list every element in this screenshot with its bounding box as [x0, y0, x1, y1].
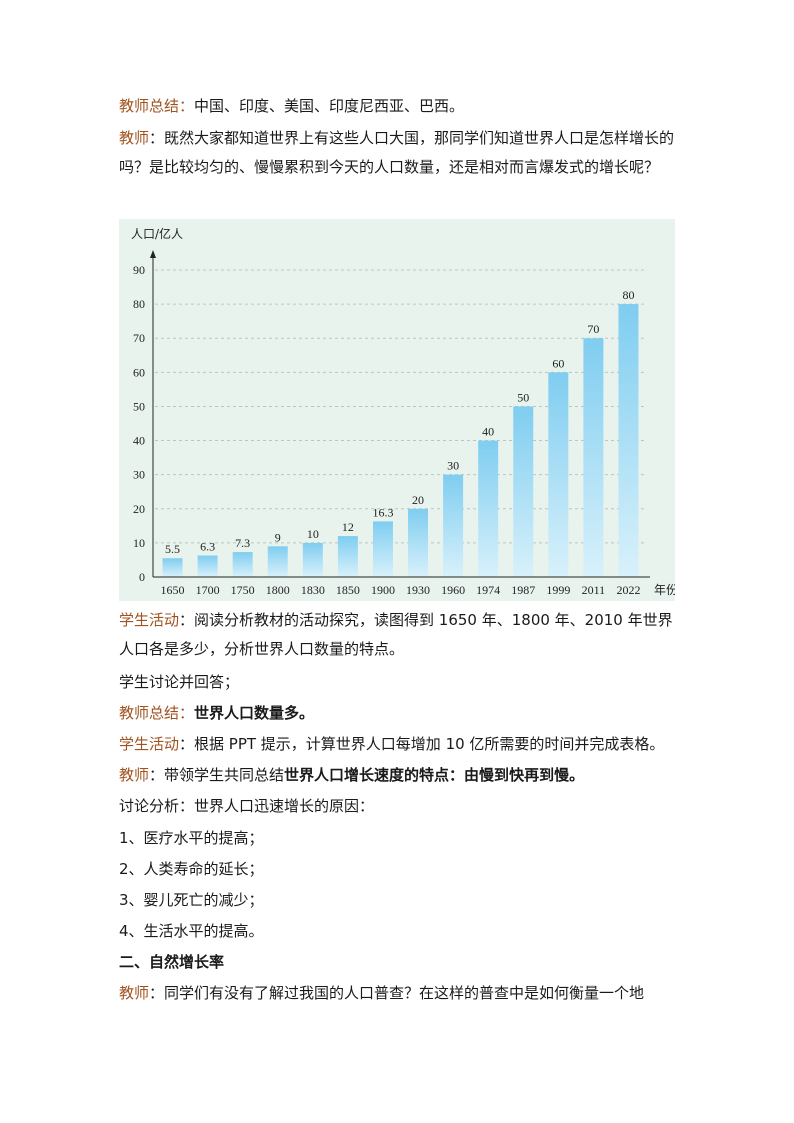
- data-label: 10: [307, 527, 319, 541]
- y-tick-label: 50: [133, 399, 145, 413]
- data-label: 5.5: [165, 542, 180, 556]
- x-tick-label: 2011: [582, 583, 606, 597]
- teacher-summary-population-large: 教师总结：世界人口数量多。: [119, 699, 679, 728]
- reason-text: 4、生活水平的提高。: [119, 922, 264, 940]
- paragraph-text: 中国、印度、美国、印度尼西亚、巴西。: [194, 97, 465, 115]
- bold-term: 世界人口增长速度的特点: [284, 766, 450, 784]
- bar: [302, 542, 323, 577]
- bar: [162, 558, 183, 577]
- bar: [232, 552, 253, 577]
- data-label: 40: [482, 425, 494, 439]
- y-tick-label: 0: [139, 570, 145, 584]
- bar: [513, 406, 534, 577]
- paragraph-text: ：带领学生共同总结: [149, 766, 285, 784]
- paragraph-text: ：同学们有没有了解过我国的人口普查？在这样的普查中是如何衡量一个地: [149, 984, 645, 1002]
- paragraph-text: 学生讨论并回答；: [119, 673, 240, 691]
- reason-text: 3、婴儿死亡的减少；: [119, 891, 264, 909]
- x-axis-label: 年份: [654, 583, 675, 597]
- reason-item: 3、婴儿死亡的减少；: [119, 886, 679, 915]
- data-label: 9: [275, 530, 281, 544]
- section-heading: 二、自然增长率: [119, 953, 225, 971]
- discussion-analysis: 讨论分析：世界人口迅速增长的原因：: [119, 792, 679, 821]
- data-label: 20: [412, 493, 424, 507]
- y-tick-label: 60: [133, 365, 145, 379]
- speaker-label: 教师: [119, 984, 150, 1002]
- gridlines: [155, 269, 646, 544]
- bar: [197, 555, 218, 577]
- population-bar-chart: 5.5 6.3 7.3 9 10 12 16.3 20 30 40 50 60 70 80 0 10 20 30…: [131, 226, 675, 597]
- y-axis-arrow: [150, 250, 156, 258]
- teacher-growth-speed: 教师：带领学生共同总结世界人口增长速度的特点：由慢到快再到慢。: [119, 761, 679, 790]
- bar: [443, 474, 464, 577]
- data-label: 70: [587, 322, 599, 336]
- data-label: 12: [342, 520, 354, 534]
- teacher-summary-countries: 教师总结：中国、印度、美国、印度尼西亚、巴西。: [119, 92, 679, 121]
- student-activity-ppt: 学生活动：根据 PPT 提示，计算世界人口每增加 10 亿所需要的时间并完成表格…: [119, 730, 679, 759]
- bar: [337, 536, 358, 577]
- y-tick-label: 10: [133, 536, 145, 550]
- bold-term: 快再到慢。: [509, 766, 585, 784]
- data-label: 80: [622, 288, 634, 302]
- speaker-label: 教师总结：: [119, 97, 195, 115]
- paragraph-text: ：由慢到: [449, 766, 510, 784]
- reason-item: 1、医疗水平的提高；: [119, 824, 679, 853]
- bar: [548, 372, 569, 577]
- y-tick-label: 20: [133, 502, 145, 516]
- bar: [408, 508, 429, 577]
- bars: [162, 304, 639, 577]
- y-tick-label: 70: [133, 331, 145, 345]
- paragraph-text: ：根据 PPT 提示，计算世界人口每增加 10 亿所需要的时间并完成表格。: [179, 735, 665, 753]
- data-label: 16.3: [372, 505, 393, 519]
- data-label: 50: [517, 390, 529, 404]
- bar: [583, 338, 604, 577]
- x-tick-label: 2022: [616, 583, 640, 597]
- x-tick-label: 1830: [301, 583, 325, 597]
- x-tick-label: 1974: [476, 583, 500, 597]
- speaker-label: 教师: [119, 766, 150, 784]
- axes: 0 10 20 30 40 50 60 70 80 90 1650 1700 1750 1800 1830 1…: [131, 226, 675, 597]
- student-discussion: 学生讨论并回答；: [119, 668, 679, 697]
- bar: [618, 304, 639, 577]
- speaker-label: 教师: [119, 129, 150, 147]
- x-tick-label: 1800: [266, 583, 290, 597]
- y-tick-label: 40: [133, 434, 145, 448]
- teacher-question-paragraph: 教师：既然大家都知道世界上有这些人口大国，那同学们知道世界人口是怎样增长的吗？是…: [119, 124, 679, 182]
- data-label: 6.3: [200, 540, 215, 554]
- x-tick-label: 1750: [231, 583, 255, 597]
- bar: [267, 546, 288, 577]
- bar: [478, 440, 499, 577]
- paragraph-text: ：阅读分析教材的活动探究，读图得到 1650 年、1800 年、2010 年世界…: [119, 611, 673, 658]
- data-labels: 5.5 6.3 7.3 9 10 12 16.3 20 30 40 50 60 70 80: [165, 288, 634, 556]
- x-tick-label: 1900: [371, 583, 395, 597]
- data-label: 60: [552, 356, 564, 370]
- x-tick-label: 1960: [441, 583, 465, 597]
- x-tick-label: 1987: [511, 583, 535, 597]
- reason-text: 2、人类寿命的延长；: [119, 860, 264, 878]
- y-tick-label: 90: [133, 263, 145, 277]
- reason-text: 1、医疗水平的提高；: [119, 829, 264, 847]
- population-chart: 5.5 6.3 7.3 9 10 12 16.3 20 30 40 50 60 70 80 0 10 20 30…: [119, 219, 675, 601]
- y-tick-label: 80: [133, 297, 145, 311]
- speaker-label: 教师总结：: [119, 704, 195, 722]
- reason-item: 2、人类寿命的延长；: [119, 855, 679, 884]
- x-tick-label: 1850: [336, 583, 360, 597]
- x-tick-label: 1700: [196, 583, 220, 597]
- student-activity-read-chart: 学生活动：阅读分析教材的活动探究，读图得到 1650 年、1800 年、2010…: [119, 606, 679, 664]
- data-label: 30: [447, 459, 459, 473]
- speaker-label: 学生活动: [119, 611, 180, 629]
- y-axis-label: 人口/亿人: [131, 226, 183, 241]
- speaker-label: 学生活动: [119, 735, 180, 753]
- data-label: 7.3: [235, 536, 250, 550]
- reason-item: 4、生活水平的提高。: [119, 917, 679, 946]
- bar: [372, 521, 393, 577]
- x-tick-label: 1930: [406, 583, 430, 597]
- paragraph-text: 讨论分析：世界人口迅速增长的原因：: [119, 797, 375, 815]
- y-tick-label: 30: [133, 468, 145, 482]
- x-tick-label: 1999: [546, 583, 570, 597]
- x-tick-label: 1650: [161, 583, 185, 597]
- bold-conclusion: 世界人口数量多。: [194, 704, 315, 722]
- teacher-census-question: 教师：同学们有没有了解过我国的人口普查？在这样的普查中是如何衡量一个地: [119, 979, 679, 1008]
- paragraph-text: ：既然大家都知道世界上有这些人口大国，那同学们知道世界人口是怎样增长的吗？是比较…: [119, 129, 675, 176]
